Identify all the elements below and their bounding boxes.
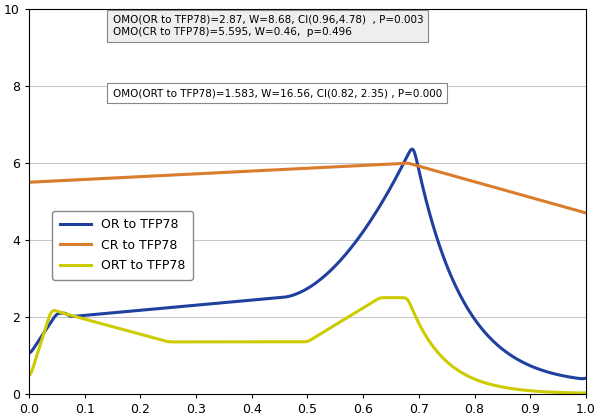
ORT to TFP78	[582, 390, 589, 395]
OR to TFP78	[582, 376, 589, 381]
Text: OMO(ORT to TFP78)=1.583, W=16.56, CI(0.82, 2.35) , P=0.000: OMO(ORT to TFP78)=1.583, W=16.56, CI(0.8…	[113, 88, 442, 98]
CR to TFP78	[403, 160, 410, 165]
OR to TFP78	[578, 376, 586, 381]
CR to TFP78	[281, 167, 289, 172]
OR to TFP78	[54, 312, 61, 317]
Text: OMO(OR to TFP78)=2.87, W=8.68, CI(0.96,4.78)  , P=0.003
OMO(CR to TFP78)=5.595, : OMO(OR to TFP78)=2.87, W=8.68, CI(0.96,4…	[113, 15, 423, 37]
Line: OR to TFP78: OR to TFP78	[29, 149, 586, 379]
ORT to TFP78	[566, 390, 574, 395]
CR to TFP78	[296, 166, 304, 171]
CR to TFP78	[566, 206, 574, 211]
OR to TFP78	[566, 375, 574, 380]
CR to TFP78	[566, 206, 574, 211]
ORT to TFP78	[385, 295, 392, 300]
CR to TFP78	[25, 180, 32, 185]
ORT to TFP78	[577, 391, 584, 396]
OR to TFP78	[409, 147, 416, 152]
OR to TFP78	[464, 306, 472, 311]
ORT to TFP78	[296, 339, 304, 344]
OR to TFP78	[25, 350, 32, 355]
ORT to TFP78	[54, 309, 61, 314]
ORT to TFP78	[281, 339, 289, 344]
CR to TFP78	[464, 177, 472, 182]
OR to TFP78	[566, 375, 574, 380]
CR to TFP78	[54, 178, 61, 184]
OR to TFP78	[296, 290, 304, 295]
CR to TFP78	[582, 210, 589, 215]
Line: CR to TFP78: CR to TFP78	[29, 163, 586, 213]
ORT to TFP78	[25, 373, 32, 378]
Line: ORT to TFP78: ORT to TFP78	[29, 298, 586, 393]
ORT to TFP78	[566, 390, 574, 395]
OR to TFP78	[281, 294, 289, 299]
Legend: OR to TFP78, CR to TFP78, ORT to TFP78: OR to TFP78, CR to TFP78, ORT to TFP78	[52, 211, 193, 280]
ORT to TFP78	[464, 373, 472, 378]
